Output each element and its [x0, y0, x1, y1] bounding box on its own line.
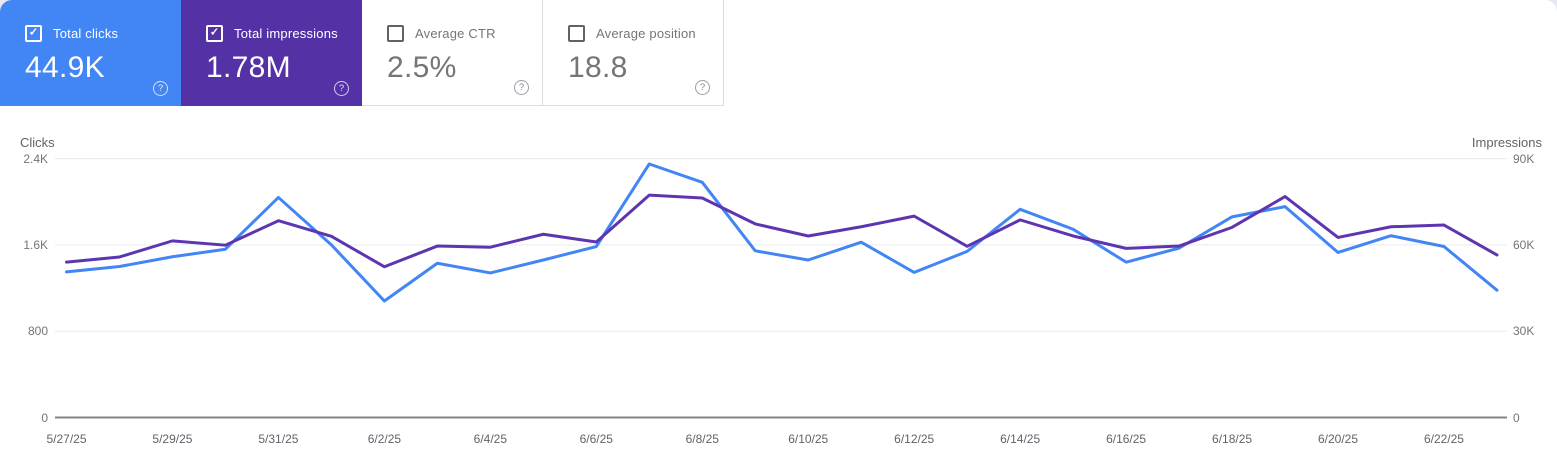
- left-axis-title: Clicks: [20, 135, 55, 150]
- metric-cards-row: ✓ Total clicks 44.9K ? ✓ Total impressio…: [0, 0, 1557, 106]
- left-axis-tick-label: 1.6K: [23, 237, 48, 252]
- chart-plot-area: [55, 158, 1507, 419]
- right-axis-title: Impressions: [1471, 135, 1542, 150]
- right-axis-tick-label: 0: [1513, 410, 1520, 425]
- metric-card-value: 44.9K: [25, 51, 105, 84]
- impressions-line: [65, 193, 1499, 269]
- right-axis-tick-label: 30K: [1513, 324, 1535, 339]
- metric-card-label: Average CTR: [415, 26, 496, 41]
- help-icon[interactable]: ?: [695, 80, 710, 95]
- metric-card-label: Total clicks: [53, 26, 119, 41]
- checkmark-icon: ✓: [209, 26, 220, 39]
- x-axis-date-label: 6/18/25: [1212, 432, 1253, 446]
- right-axis-tick-label: 90K: [1513, 151, 1535, 166]
- x-axis-date-label: 6/10/25: [788, 432, 829, 446]
- x-axis-date-label: 6/16/25: [1106, 432, 1147, 446]
- metric-card-average-ctr[interactable]: ✓ Average CTR 2.5% ?: [362, 0, 543, 106]
- total-clicks-checkbox[interactable]: ✓: [25, 25, 42, 42]
- metric-card-value: 18.8: [568, 51, 628, 84]
- checkmark-icon: ✓: [28, 26, 39, 39]
- clicks-line: [65, 162, 1499, 303]
- left-axis-tick-label: 2.4K: [23, 151, 48, 166]
- help-icon[interactable]: ?: [334, 81, 349, 96]
- left-axis-tick-label: 0: [41, 410, 48, 425]
- metric-card-total-clicks[interactable]: ✓ Total clicks 44.9K ?: [0, 0, 181, 106]
- metric-card-value: 1.78M: [206, 51, 291, 84]
- x-axis-date-label: 5/31/25: [258, 432, 299, 446]
- average-position-checkbox[interactable]: ✓: [568, 25, 585, 42]
- x-axis-date-label: 6/14/25: [1000, 432, 1041, 446]
- metric-card-label: Total impressions: [234, 26, 338, 41]
- x-axis-date-label: 6/4/25: [473, 432, 508, 446]
- x-axis-date-label: 5/29/25: [152, 432, 193, 446]
- right-axis-tick-label: 60K: [1513, 237, 1535, 252]
- help-icon[interactable]: ?: [153, 81, 168, 96]
- x-axis-date-label: 6/8/25: [685, 432, 719, 446]
- x-axis-date-label: 6/6/25: [579, 432, 613, 446]
- x-axis-date-label: 6/20/25: [1317, 432, 1359, 446]
- x-axis-date-label: 6/12/25: [894, 432, 935, 446]
- average-ctr-checkbox[interactable]: ✓: [387, 25, 404, 42]
- metric-card-value: 2.5%: [387, 51, 457, 84]
- performance-line-chart[interactable]: Clicks Impressions 0 800 1.6K 2.4K 0 30K 60K 90…: [0, 106, 1557, 471]
- x-axis-date-label: 5/27/25: [46, 432, 87, 446]
- metric-card-average-position[interactable]: ✓ Average position 18.8 ?: [543, 0, 724, 106]
- left-axis-tick-label: 800: [27, 324, 48, 339]
- x-axis-date-label: 6/22/25: [1423, 432, 1464, 446]
- metric-card-total-impressions[interactable]: ✓ Total impressions 1.78M ?: [181, 0, 362, 106]
- x-axis-date-label: 6/2/25: [367, 432, 402, 446]
- metric-card-label: Average position: [596, 26, 696, 41]
- total-impressions-checkbox[interactable]: ✓: [206, 25, 223, 42]
- help-icon[interactable]: ?: [514, 80, 529, 95]
